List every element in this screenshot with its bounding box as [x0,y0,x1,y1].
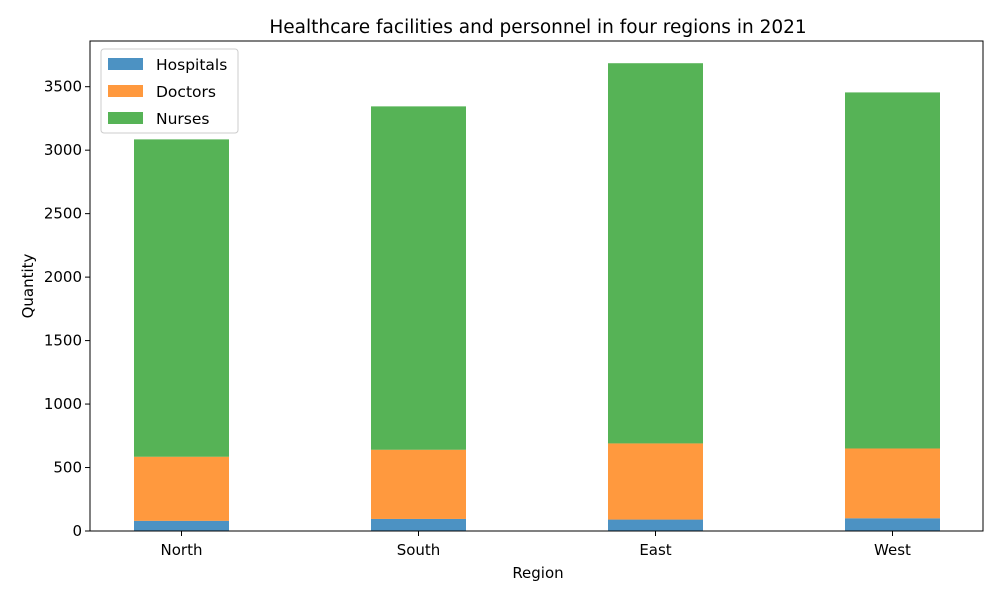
bar-nurses-east [608,63,703,444]
bar-doctors-north [134,456,229,521]
legend-label-doctors: Doctors [156,83,216,101]
x-axis-label: Region [512,564,563,582]
bar-group [134,63,940,531]
bar-nurses-north [134,139,229,457]
legend-label-hospitals: Hospitals [156,56,227,74]
bar-nurses-south [371,106,466,450]
legend-label-nurses: Nurses [156,110,209,128]
chart-title: Healthcare facilities and personnel in f… [269,17,806,38]
bar-hospitals-north [134,520,229,531]
bar-doctors-west [845,448,940,519]
x-tick-label: West [874,541,911,559]
y-tick-label: 0 [72,522,82,540]
bar-doctors-east [608,443,703,520]
y-tick-label: 500 [53,459,82,477]
y-tick-label: 1500 [44,332,82,350]
y-tick-label: 3000 [44,141,82,159]
bar-hospitals-west [845,518,940,531]
legend-swatch-nurses [108,112,143,124]
x-axis: North South East West [161,531,911,559]
bar-hospitals-south [371,518,466,531]
y-tick-label: 2500 [44,205,82,223]
plot-frame [89,40,984,532]
bar-doctors-south [371,449,466,519]
legend-swatch-doctors [108,85,143,97]
bar-nurses-west [845,92,940,449]
x-tick-label: South [397,541,441,559]
y-tick-label: 1000 [44,395,82,413]
y-tick-label: 3500 [44,78,82,96]
y-axis: 0 500 1000 1500 2000 2500 3000 3500 [44,78,90,540]
bar-hospitals-east [608,519,703,531]
x-tick-label: North [161,541,203,559]
y-tick-label: 2000 [44,268,82,286]
y-axis-label: Quantity [19,253,37,318]
legend-swatch-hospitals [108,58,143,70]
legend: Hospitals Doctors Nurses [100,48,239,134]
x-tick-label: East [639,541,671,559]
